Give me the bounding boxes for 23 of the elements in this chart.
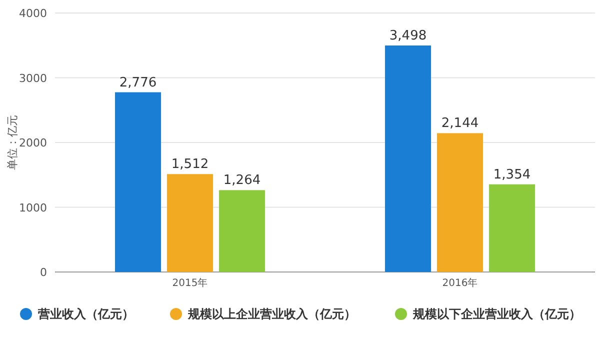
bar xyxy=(385,46,431,272)
y-axis-title: 单位：亿元 xyxy=(6,115,19,170)
x-tick-label: 2015年 xyxy=(172,277,208,289)
bar xyxy=(489,184,535,272)
legend-label: 规模以下企业营业收入（亿元） xyxy=(412,307,581,321)
y-tick-label: 4000 xyxy=(19,7,47,20)
data-label: 1,264 xyxy=(223,173,261,188)
bar xyxy=(437,133,483,272)
bar xyxy=(219,190,265,272)
x-tick-label: 2016年 xyxy=(442,277,478,289)
legend-label: 营业收入（亿元） xyxy=(37,307,134,321)
data-label: 1,512 xyxy=(171,157,209,172)
y-tick-label: 1000 xyxy=(19,201,47,214)
legend-label: 规模以上企业营业收入（亿元） xyxy=(187,307,356,321)
data-label: 2,776 xyxy=(119,75,157,90)
y-tick-label: 3000 xyxy=(19,72,47,85)
y-tick-label: 0 xyxy=(40,266,47,279)
bar xyxy=(167,174,213,272)
bar xyxy=(115,92,161,272)
data-label: 3,498 xyxy=(389,28,427,44)
y-tick-label: 2000 xyxy=(19,136,47,150)
data-label: 2,144 xyxy=(441,116,479,132)
data-label: 1,354 xyxy=(493,167,531,182)
